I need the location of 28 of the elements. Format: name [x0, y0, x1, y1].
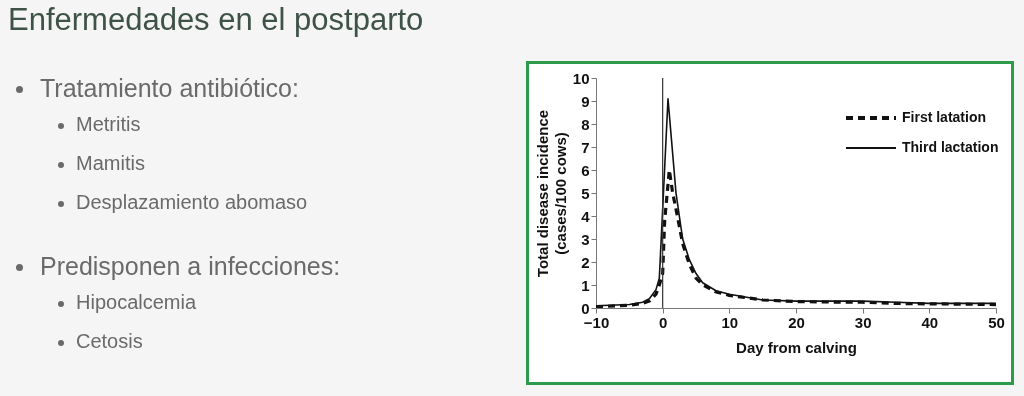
text: Predisponen a infecciones:	[39, 252, 341, 282]
text: Cetosis	[75, 330, 144, 354]
text: Desplazamiento abomaso	[75, 191, 309, 215]
text: Hipocalcemia	[75, 291, 198, 315]
y-tick-label: 1	[581, 276, 590, 294]
x-tick-label: 10	[721, 313, 739, 331]
x-tick-label: 40	[921, 313, 939, 331]
y-tick-label: 8	[581, 115, 590, 133]
y-tick-label: 7	[581, 138, 590, 156]
y-tick-label: 9	[581, 92, 590, 110]
text: Mamitis	[75, 152, 146, 176]
y-tick-label: 6	[581, 161, 590, 179]
legend-label: First latation	[902, 109, 987, 125]
text: Tratamiento antibiótico:	[39, 74, 300, 104]
y-tick-label: 10	[572, 69, 590, 87]
x-tick-label: 50	[988, 313, 1005, 331]
x-tick-label: 0	[658, 313, 668, 331]
x-axis-title: Day from calving	[736, 338, 857, 356]
legend-label: Third lactation	[902, 139, 999, 155]
text: Metritis	[75, 113, 142, 137]
x-tick-label: 30	[854, 313, 872, 331]
x-tick-label: 20	[788, 313, 805, 331]
y-tick-label: 5	[581, 184, 590, 202]
y-tick-label: 3	[581, 230, 590, 248]
text: Enfermedades en el postparto	[8, 2, 424, 38]
y-axis-title: Total disease incidence (cases/100 cows)	[533, 109, 569, 278]
y-tick-label: 4	[581, 207, 591, 225]
y-tick-label: 2	[581, 253, 590, 271]
